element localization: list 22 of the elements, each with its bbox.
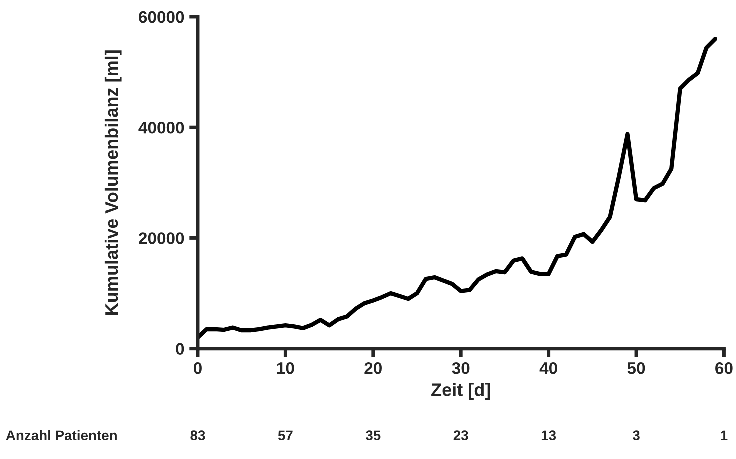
x-axis-title: Zeit [d]	[432, 383, 490, 400]
line-series	[198, 37, 718, 340]
x-tick-label: 10	[277, 362, 294, 374]
x-tick-label: 20	[364, 362, 382, 374]
text: 35	[366, 430, 381, 441]
text: 23	[454, 430, 468, 441]
text: 1	[721, 430, 728, 440]
text: 57	[278, 430, 293, 441]
x-tick-label: 50	[628, 362, 646, 374]
x-tick-label: 40	[540, 362, 558, 374]
text: Anzahl Patienten	[6, 430, 117, 441]
y-tick-label: 20000	[139, 232, 184, 244]
text: 83	[190, 430, 206, 441]
x-tick-label: 30	[452, 362, 470, 374]
y-tick-label: 60000	[139, 11, 184, 24]
x-tick-label: 60	[716, 362, 733, 374]
text: 13	[542, 430, 556, 441]
y-tick-label: 40000	[138, 122, 184, 134]
y-axis-title: Kumulative Volumenbilanz [ml]	[104, 50, 122, 315]
x-tick-label: 0	[194, 362, 202, 374]
y-tick-label: 0	[176, 343, 184, 356]
text: 3	[632, 430, 640, 441]
